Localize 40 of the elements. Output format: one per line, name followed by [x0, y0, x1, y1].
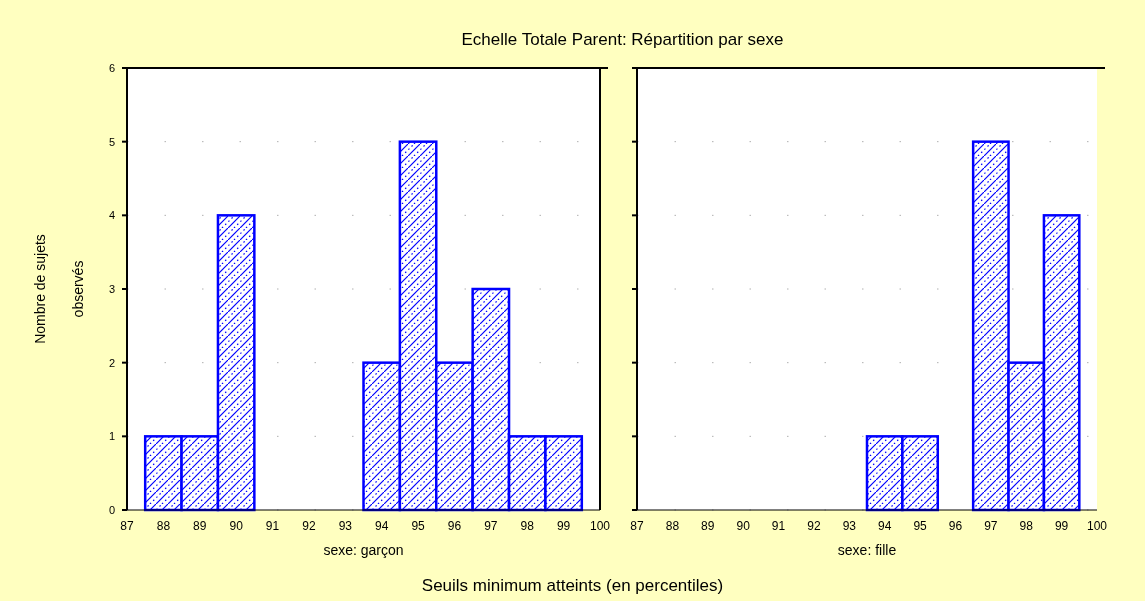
x-tick-label: 90 [736, 519, 751, 533]
x-tick-label: 96 [948, 519, 963, 533]
x-tick-label: 91 [771, 519, 786, 533]
x-axis-title: sexe: garçon [323, 542, 404, 558]
x-tick-label: 88 [665, 519, 680, 533]
x-tick-label: 90 [229, 519, 244, 533]
y-tick-label: 2 [108, 356, 115, 369]
chart-title: Echelle Totale Parent: Répartition par sexe [461, 30, 784, 49]
x-tick-label: 93 [842, 519, 857, 533]
y-tick-label: 4 [108, 209, 115, 222]
x-tick-label: 92 [807, 519, 821, 533]
x-tick-label: 95 [913, 519, 928, 533]
x-tick-label: 93 [338, 519, 353, 533]
x-tick-label: 97 [484, 519, 498, 533]
y-tick-label: 5 [108, 135, 115, 148]
x-tick-label: 97 [984, 519, 998, 533]
y-tick-label: 0 [108, 503, 115, 516]
x-tick-label: 98 [1019, 519, 1034, 533]
x-tick-label: 92 [302, 519, 316, 533]
x-tick-label: 91 [265, 519, 280, 533]
x-tick-label: 88 [156, 519, 171, 533]
x-tick-label: 100 [589, 519, 611, 533]
x-tick-label: 94 [878, 519, 892, 533]
y-tick-label: 3 [108, 282, 115, 295]
text: Seuils minimum atteints (en percentiles) [421, 576, 724, 595]
x-tick-label: 87 [120, 519, 134, 533]
x-tick-label: 99 [1054, 519, 1069, 533]
x-tick-label: 96 [447, 519, 462, 533]
x-tick-label: 94 [375, 519, 389, 533]
x-tick-label: 87 [630, 519, 644, 533]
x-tick-label: 98 [520, 519, 535, 533]
x-tick-label: 99 [556, 519, 571, 533]
x-tick-label: 89 [701, 519, 715, 533]
x-axis-title: sexe: fille [837, 542, 897, 558]
x-tick-label: 95 [411, 519, 426, 533]
x-tick-label: 89 [193, 519, 207, 533]
x-tick-label: 100 [1086, 519, 1108, 533]
y-tick-label: 6 [108, 61, 115, 74]
text: Nombre de sujets observés [32, 234, 86, 344]
y-tick-label: 1 [108, 430, 115, 443]
